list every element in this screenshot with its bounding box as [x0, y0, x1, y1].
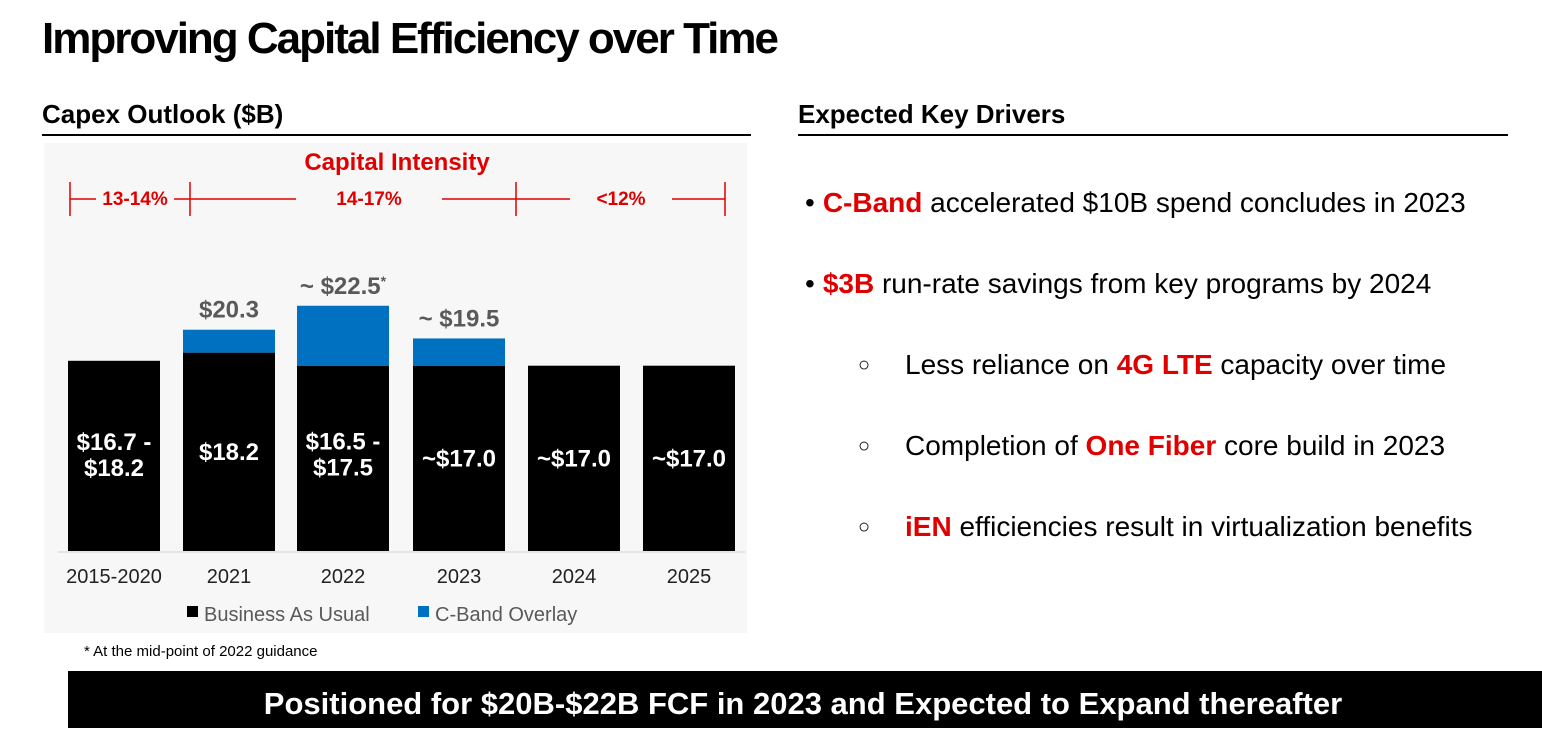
fcf-banner: Positioned for $20B-$22B FCF in 2023 and…: [68, 671, 1542, 728]
capex-chart: $16.7 -$18.22015-2020$18.2$20.32021$16.5…: [44, 143, 747, 633]
bullet-circle: ○: [858, 354, 871, 376]
bar-bau-2024: [528, 365, 620, 551]
driver-text: Completion of: [905, 430, 1086, 461]
bar-cband-2022: [297, 305, 389, 366]
bullet-circle: ○: [858, 516, 871, 538]
bullet-dot: •: [805, 268, 815, 299]
bar-bau-2025: [643, 365, 735, 551]
driver-item: iEN efficiencies result in virtualizatio…: [905, 510, 1473, 544]
driver-item: • $3B run-rate savings from key programs …: [805, 267, 1431, 301]
capital-intensity-label-bg: [96, 179, 174, 219]
driver-highlight: iEN: [905, 511, 952, 542]
driver-text: accelerated $10B spend concludes in 2023: [922, 187, 1466, 218]
capex-outlook-heading: Capex Outlook ($B): [42, 98, 751, 136]
bar-bau-2015-2020: [68, 360, 160, 551]
legend-label-cband: C-Band Overlay: [435, 604, 577, 626]
driver-highlight: One Fiber: [1085, 430, 1217, 461]
capital-intensity-range-1: 14-17%: [336, 189, 402, 210]
bar-total-label-2022: ~ $22.5*: [300, 273, 387, 300]
plot-area: [44, 143, 747, 633]
bar-value-label-2024: ~$17.0: [537, 445, 611, 472]
bar-value-line: $16.5 -: [306, 428, 381, 455]
driver-item: • C-Band accelerated $10B spend concludes…: [805, 186, 1466, 220]
bar-cband-2023: [413, 338, 505, 366]
bar-bau-2022: [297, 365, 389, 551]
bar-bau-2021: [183, 352, 275, 551]
bullet-circle: ○: [858, 435, 871, 457]
driver-text: capacity over time: [1212, 349, 1447, 380]
capital-intensity-title: Capital Intensity: [304, 149, 490, 176]
total-value: ~ $22.5: [300, 273, 381, 300]
legend-swatch-cband: [418, 606, 429, 617]
x-tick-label-2022: 2022: [321, 566, 366, 588]
driver-highlight: C-Band: [822, 187, 923, 218]
driver-highlight: $3B: [822, 268, 875, 299]
x-tick-label-2015-2020: 2015-2020: [66, 566, 162, 588]
x-tick-label-2021: 2021: [207, 566, 252, 588]
bar-cband-2021: [183, 329, 275, 353]
capital-intensity-range-2: <12%: [596, 189, 645, 210]
bar-value-line: ~$17.0: [652, 445, 726, 472]
capital-intensity-label-bg: [570, 179, 672, 219]
bar-value-line: $18.2: [199, 439, 259, 466]
driver-item: Less reliance on 4G LTE capacity over ti…: [905, 348, 1446, 382]
total-value: $20.3: [199, 297, 259, 324]
bullet-dot: •: [805, 187, 815, 218]
driver-highlight: 4G LTE: [1116, 349, 1213, 380]
bar-value-line: $16.7 -: [77, 429, 152, 456]
driver-text: efficiencies result in virtualization be…: [951, 511, 1473, 542]
legend-swatch-bau: [187, 606, 198, 617]
bar-value-line: ~$17.0: [537, 445, 611, 472]
key-drivers-heading: Expected Key Drivers: [798, 98, 1508, 136]
bar-total-label-2023: ~ $19.5: [419, 305, 500, 332]
total-value: ~ $19.5: [419, 305, 500, 332]
bar-bau-2023: [413, 365, 505, 551]
bar-value-label-2023: ~$17.0: [422, 445, 496, 472]
bar-total-label-2021: $20.3: [199, 297, 259, 324]
bar-value-label-2021: $18.2: [199, 439, 259, 466]
driver-text: Less reliance on: [905, 349, 1117, 380]
x-tick-label-2025: 2025: [667, 566, 712, 588]
bar-value-line: $17.5: [313, 454, 373, 481]
driver-text: run-rate savings from key programs by 20…: [874, 268, 1432, 299]
bar-value-line: ~$17.0: [422, 445, 496, 472]
page-title: Improving Capital Efficiency over Time: [42, 14, 779, 63]
capital-intensity-label-bg: [296, 179, 442, 219]
bar-value-label-2022: $16.5 -$17.5: [306, 428, 381, 481]
legend-label-bau: Business As Usual: [204, 604, 370, 626]
footnote-marker: *: [381, 273, 387, 289]
bar-value-label-2015-2020: $16.7 -$18.2: [77, 429, 152, 482]
footnote: * At the mid-point of 2022 guidance: [84, 643, 318, 660]
bar-value-label-2025: ~$17.0: [652, 445, 726, 472]
driver-item: Completion of One Fiber core build in 20…: [905, 429, 1445, 463]
x-tick-label-2023: 2023: [437, 566, 482, 588]
capital-intensity-range-0: 13-14%: [102, 189, 168, 210]
driver-text: core build in 2023: [1216, 430, 1446, 461]
bar-value-line: $18.2: [84, 455, 144, 482]
x-tick-label-2024: 2024: [552, 566, 597, 588]
